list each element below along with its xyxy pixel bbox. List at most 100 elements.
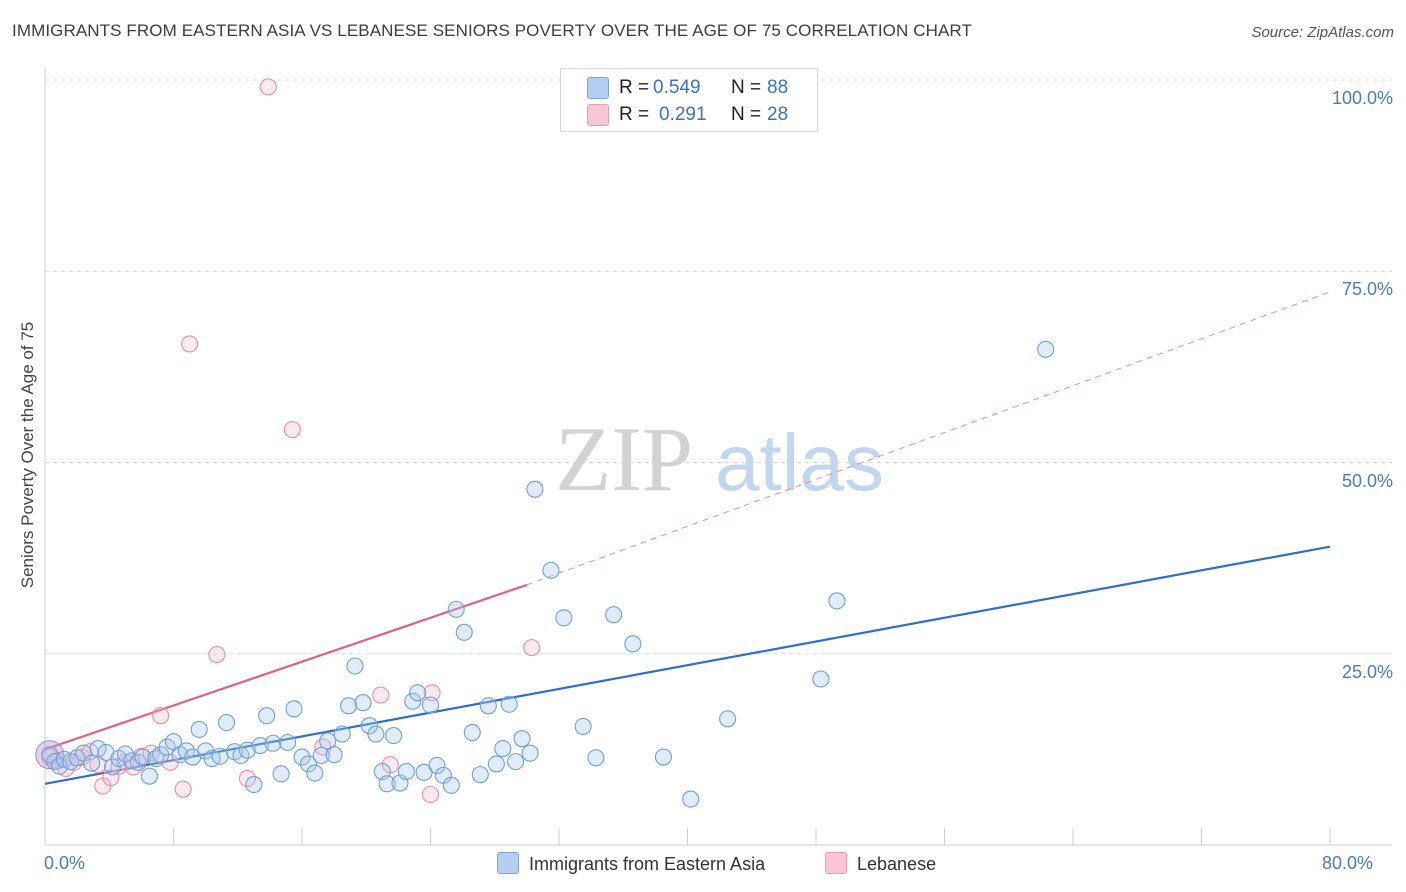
point-eastern-asia bbox=[409, 684, 427, 702]
bottom-legend-eastern-asia: Immigrants from Eastern Asia bbox=[497, 852, 765, 875]
watermark-atlas: atlas bbox=[715, 418, 884, 507]
point-eastern-asia bbox=[367, 725, 385, 743]
chart-title: IMMIGRANTS FROM EASTERN ASIA VS LEBANESE… bbox=[12, 21, 972, 40]
point-eastern-asia bbox=[455, 623, 473, 641]
y-tick-label: 50.0% bbox=[1341, 470, 1393, 491]
trend-line-eastern-asia bbox=[44, 545, 1331, 785]
point-eastern-asia bbox=[238, 741, 256, 759]
point-eastern-asia bbox=[542, 561, 560, 579]
point-lebanese bbox=[421, 785, 440, 804]
point-eastern-asia bbox=[306, 764, 324, 782]
point-eastern-asia bbox=[177, 742, 195, 760]
point-eastern-asia bbox=[116, 745, 134, 763]
point-eastern-asia bbox=[83, 754, 101, 772]
point-lebanese bbox=[208, 645, 226, 664]
point-eastern-asia bbox=[442, 776, 460, 794]
gridlines bbox=[45, 79, 1392, 655]
point-eastern-asia bbox=[325, 746, 343, 764]
y-axis-label: Seniors Poverty Over the Age of 75 bbox=[18, 321, 37, 589]
point-eastern-asia bbox=[245, 776, 263, 794]
point-eastern-asia bbox=[251, 736, 269, 755]
point-lebanese bbox=[238, 769, 256, 787]
point-eastern-asia bbox=[123, 752, 141, 770]
point-eastern-asia bbox=[682, 790, 700, 808]
point-eastern-asia bbox=[513, 730, 531, 748]
point-eastern-asia bbox=[479, 697, 497, 715]
point-eastern-asia bbox=[428, 756, 446, 774]
point-eastern-asia bbox=[471, 766, 489, 784]
legend-swatch-eastern-asia bbox=[587, 77, 609, 99]
legend-swatch-lebanese bbox=[587, 104, 609, 126]
point-eastern-asia bbox=[447, 600, 465, 618]
point-eastern-asia bbox=[605, 606, 623, 624]
point-lebanese bbox=[523, 639, 541, 657]
point-eastern-asia bbox=[346, 657, 364, 675]
point-eastern-asia bbox=[526, 480, 544, 498]
point-eastern-asia bbox=[421, 696, 440, 714]
point-eastern-asia bbox=[285, 700, 303, 718]
data-points bbox=[35, 78, 1055, 808]
legend-n-label: N = bbox=[731, 77, 762, 98]
legend-r-value: 0.549 bbox=[653, 77, 701, 98]
bottom-legend-swatch-eastern-asia bbox=[497, 852, 519, 874]
point-eastern-asia bbox=[103, 758, 122, 776]
legend-r-value: 0.291 bbox=[659, 104, 707, 125]
point-eastern-asia bbox=[719, 710, 737, 728]
y-tick-label: 100.0% bbox=[1331, 88, 1393, 108]
x-tick-label-max: 80.0% bbox=[1322, 853, 1374, 873]
bottom-legend-lebanese: Lebanese bbox=[825, 852, 936, 875]
point-eastern-asia bbox=[340, 697, 358, 715]
legend-r-label: R = bbox=[619, 104, 650, 125]
legend-n-value: 28 bbox=[767, 104, 789, 125]
point-eastern-asia bbox=[278, 733, 297, 752]
point-eastern-asia bbox=[134, 748, 152, 766]
legend-n-value: 88 bbox=[767, 77, 789, 98]
point-eastern-asia bbox=[211, 747, 229, 765]
source-label: Source: ZipAtlas.com bbox=[1251, 24, 1394, 41]
point-eastern-asia bbox=[333, 725, 351, 743]
point-eastern-asia bbox=[812, 670, 830, 688]
point-eastern-asia bbox=[378, 775, 396, 793]
point-lebanese bbox=[283, 421, 301, 439]
axes bbox=[44, 68, 1392, 846]
point-eastern-asia bbox=[397, 763, 415, 781]
point-eastern-asia bbox=[1037, 340, 1055, 358]
point-eastern-asia bbox=[587, 749, 605, 767]
point-eastern-asia bbox=[463, 723, 481, 742]
point-eastern-asia bbox=[272, 765, 290, 783]
y-tick-label: 25.0% bbox=[1341, 661, 1393, 682]
point-eastern-asia bbox=[574, 717, 592, 735]
bottom-legend-label-eastern-asia: Immigrants from Eastern Asia bbox=[529, 854, 766, 874]
point-eastern-asia bbox=[217, 714, 236, 732]
point-eastern-asia bbox=[624, 635, 642, 653]
point-eastern-asia bbox=[258, 707, 276, 725]
point-lebanese bbox=[152, 707, 170, 725]
point-eastern-asia bbox=[654, 748, 672, 766]
point-eastern-asia bbox=[385, 727, 403, 745]
point-eastern-asia bbox=[140, 767, 158, 785]
point-lebanese bbox=[259, 78, 277, 96]
x-tick-label-min: 0.0% bbox=[44, 853, 86, 873]
correlation-legend: R = 0.549 N = 88 R = 0.291 N = 28 bbox=[560, 68, 818, 132]
trend-lines bbox=[44, 291, 1331, 785]
point-eastern-asia bbox=[55, 750, 73, 768]
point-lebanese bbox=[174, 780, 192, 798]
point-eastern-asia bbox=[360, 717, 379, 735]
point-eastern-asia bbox=[129, 753, 147, 771]
point-eastern-asia bbox=[494, 740, 512, 758]
bottom-legend-label-lebanese: Lebanese bbox=[857, 854, 937, 874]
bottom-legend-swatch-lebanese bbox=[825, 852, 847, 874]
legend-r-label: R = bbox=[619, 77, 650, 98]
point-lebanese bbox=[181, 335, 199, 353]
point-eastern-asia bbox=[89, 740, 107, 758]
point-eastern-asia bbox=[507, 753, 525, 771]
point-eastern-asia bbox=[319, 732, 337, 750]
watermark: ZIP atlas bbox=[555, 408, 884, 510]
point-eastern-asia bbox=[299, 755, 317, 773]
point-eastern-asia bbox=[828, 592, 846, 610]
point-lebanese bbox=[423, 684, 441, 702]
point-eastern-asia bbox=[293, 748, 311, 766]
point-eastern-asia bbox=[487, 755, 505, 773]
point-eastern-asia bbox=[404, 692, 422, 710]
